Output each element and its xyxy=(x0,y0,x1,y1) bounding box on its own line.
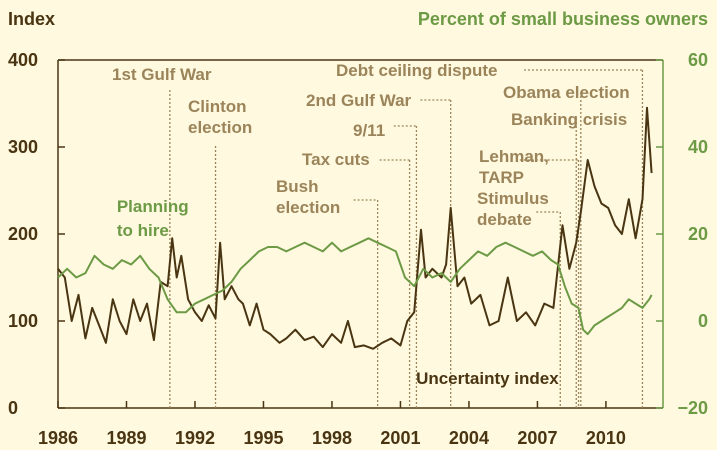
x-tick-label: 2007 xyxy=(517,428,557,448)
event-label: Banking crisis xyxy=(511,110,627,129)
event-annotation: Clinton election xyxy=(188,97,252,408)
right-tick-label: 20 xyxy=(688,224,708,244)
event-annotation: 9/11 xyxy=(353,121,418,408)
series-lines xyxy=(57,106,653,350)
event-annotation: 1st Gulf War xyxy=(112,65,212,408)
x-tick-label: 1998 xyxy=(312,428,352,448)
left-tick-label: 400 xyxy=(8,50,38,70)
event-label: election xyxy=(188,118,252,137)
event-annotation: Bush election xyxy=(276,177,379,408)
event-label: 9/11 xyxy=(353,121,385,140)
left-tick-label: 100 xyxy=(8,311,38,331)
event-annotation: 2nd Gulf War xyxy=(306,91,452,408)
series-label: Planning xyxy=(117,197,189,216)
left-axis-title: Index xyxy=(8,9,55,29)
series-labels: Uncertainty index Planning to hire xyxy=(117,197,559,388)
x-tick-label: 1989 xyxy=(106,428,146,448)
left-tick-label: 300 xyxy=(8,137,38,157)
event-label: TARP xyxy=(479,168,524,187)
x-tick-label: 2004 xyxy=(449,428,489,448)
event-label: election xyxy=(276,198,340,217)
event-label: Clinton xyxy=(188,97,247,116)
event-annotations: 1st Gulf War Clinton election Bush election T… xyxy=(112,61,644,408)
tick-labels: 0 100 200 300 400 −20 0 20 40 60 1986 1989 1992 1995 1… xyxy=(8,50,708,448)
right-tick-label: 40 xyxy=(688,137,708,157)
event-annotation: Tax cuts xyxy=(302,150,411,408)
event-label: Lehman, xyxy=(479,147,549,166)
event-label: 1st Gulf War xyxy=(112,65,212,84)
series-label: Uncertainty index xyxy=(416,369,559,388)
event-label: debate xyxy=(477,210,532,229)
left-tick-label: 0 xyxy=(8,398,18,418)
event-label: Tax cuts xyxy=(302,150,370,169)
right-tick-label: 60 xyxy=(688,50,708,70)
series-label: to hire xyxy=(117,221,169,240)
event-label: Obama election xyxy=(503,83,630,102)
x-tick-label: 1992 xyxy=(175,428,215,448)
event-annotation: Debt ceiling dispute xyxy=(336,61,644,408)
right-tick-label: −20 xyxy=(677,398,708,418)
right-axis-title: Percent of small business owners xyxy=(418,9,708,29)
event-annotation: Obama election xyxy=(503,83,630,408)
hiring-line xyxy=(57,237,653,336)
left-tick-label: 200 xyxy=(8,224,38,244)
uncertainty-line xyxy=(57,106,653,350)
event-label: Bush xyxy=(276,177,319,196)
x-tick-label: 1995 xyxy=(243,428,283,448)
event-label: Stimulus xyxy=(477,189,549,208)
event-annotation: Lehman, TARP xyxy=(479,147,580,408)
event-label: Debt ceiling dispute xyxy=(336,61,498,80)
event-annotation: Banking crisis xyxy=(511,110,627,408)
axes xyxy=(57,59,664,409)
event-label: 2nd Gulf War xyxy=(306,91,412,110)
x-tick-label: 2001 xyxy=(380,428,420,448)
x-tick-label: 2010 xyxy=(586,428,626,448)
x-tick-label: 1986 xyxy=(38,428,78,448)
right-tick-label: 0 xyxy=(698,311,708,331)
